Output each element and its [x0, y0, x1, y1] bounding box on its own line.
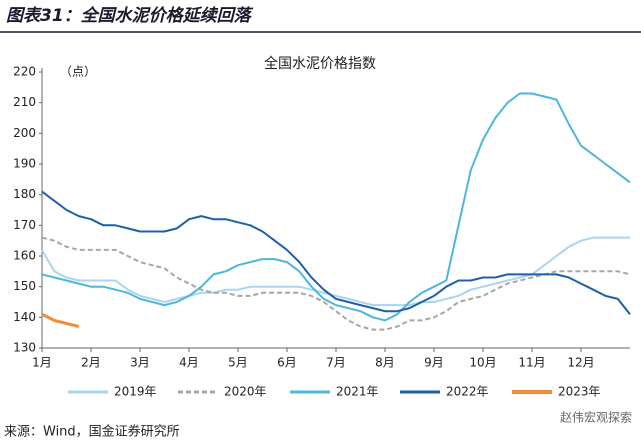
legend-label: 2021年: [336, 385, 379, 399]
series-line: [41, 92, 631, 322]
x-tick-label: 12月: [567, 356, 594, 370]
figure-title: 图表31：全国水泥价格延续回落: [6, 6, 254, 26]
x-tick-label: 7月: [326, 356, 346, 370]
legend-label: 2020年: [224, 385, 267, 399]
legend-label: 2019年: [114, 385, 157, 399]
series-line: [41, 312, 80, 328]
y-tick-label: 130: [13, 341, 36, 355]
y-tick-label: 190: [13, 157, 36, 171]
y-tick-label: 140: [13, 310, 36, 324]
x-tick-label: 4月: [179, 356, 199, 370]
x-tick-label: 1月: [32, 356, 52, 370]
y-tick-label: 210: [13, 95, 36, 109]
y-tick-label: 180: [13, 187, 36, 201]
legend-label: 2023年: [558, 385, 601, 399]
y-tick-label: 220: [13, 65, 36, 79]
chart-title: 全国水泥价格指数: [264, 55, 376, 72]
y-tick-label: 160: [13, 249, 36, 263]
x-tick-label: 6月: [277, 356, 297, 370]
x-tick-label: 8月: [375, 356, 395, 370]
y-tick-label: 200: [13, 126, 36, 140]
unit-label: （点）: [60, 65, 96, 79]
x-tick-label: 3月: [130, 356, 150, 370]
source: 来源：Wind，国金证券研究所: [4, 424, 180, 440]
y-tick-label: 170: [13, 218, 36, 232]
series-line: [41, 236, 631, 331]
x-tick-label: 9月: [424, 356, 444, 370]
watermark: 赵伟宏观探索: [560, 410, 632, 425]
legend-label: 2022年: [446, 385, 489, 399]
x-tick-label: 5月: [228, 356, 248, 370]
y-tick-label: 150: [13, 279, 36, 293]
series-line: [41, 190, 631, 315]
x-tick-label: 2月: [81, 356, 101, 370]
x-tick-label: 10月: [469, 356, 496, 370]
x-tick-label: 11月: [518, 356, 545, 370]
